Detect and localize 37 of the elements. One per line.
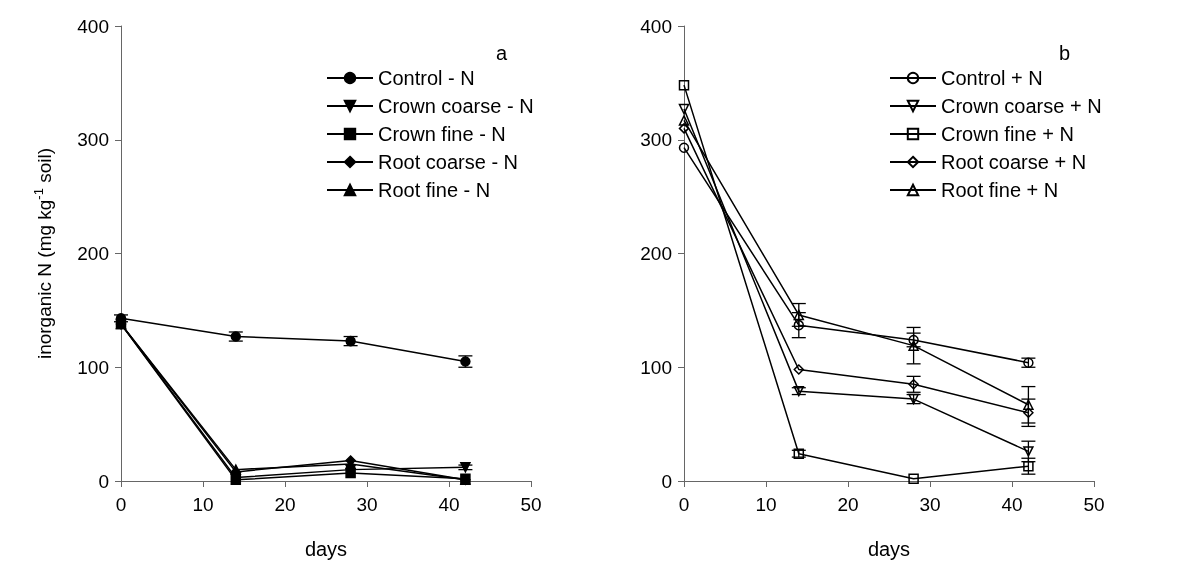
legend-label: Control - N bbox=[378, 67, 475, 89]
x-tick-label: 20 bbox=[837, 494, 859, 515]
legend-label: Crown coarse - N bbox=[378, 95, 534, 117]
legend-label: Root coarse - N bbox=[378, 151, 519, 173]
text: b bbox=[1059, 42, 1071, 64]
x-tick-label: 10 bbox=[755, 494, 777, 515]
x-tick-label: 0 bbox=[678, 494, 690, 515]
x-tick-label: 50 bbox=[1083, 494, 1105, 515]
legend-label: Crown fine + N bbox=[941, 123, 1074, 145]
x-tick-label: 30 bbox=[356, 494, 378, 515]
x-tick-label: 40 bbox=[438, 494, 460, 515]
y-tick-label: 200 bbox=[640, 243, 672, 264]
x-tick-label: 0 bbox=[115, 494, 127, 515]
y-tick-label: 300 bbox=[640, 129, 672, 151]
x-axis-title: days bbox=[867, 538, 911, 560]
legend-label: Control + N bbox=[941, 67, 1043, 89]
legend-label: Root coarse + N bbox=[941, 151, 1087, 173]
legend-label: Root fine - N bbox=[378, 179, 491, 201]
y-tick-label: 400 bbox=[640, 15, 672, 37]
x-tick-label: 50 bbox=[520, 494, 542, 515]
x-tick-label: 20 bbox=[274, 494, 296, 515]
x-tick-label: 30 bbox=[919, 494, 941, 515]
x-tick-label: 10 bbox=[192, 494, 214, 515]
x-tick-label: 40 bbox=[1001, 494, 1023, 515]
y-tick-label: 0 bbox=[661, 470, 672, 492]
legend-label: Root fine + N bbox=[941, 179, 1059, 201]
x-axis-title: days bbox=[304, 538, 348, 560]
y-tick-label: 300 bbox=[77, 129, 109, 151]
y-axis-title: inorganic N (mg kg-1 soil) bbox=[31, 147, 55, 360]
legend-label: Crown fine - N bbox=[378, 123, 506, 145]
y-tick-label: 200 bbox=[77, 243, 109, 264]
y-tick-label: 100 bbox=[640, 356, 672, 378]
y-tick-label: 100 bbox=[77, 356, 109, 378]
y-tick-label: 0 bbox=[98, 470, 109, 492]
y-tick-label: 400 bbox=[77, 15, 109, 37]
text: a bbox=[496, 42, 508, 64]
legend-label: Crown coarse + N bbox=[941, 95, 1102, 117]
